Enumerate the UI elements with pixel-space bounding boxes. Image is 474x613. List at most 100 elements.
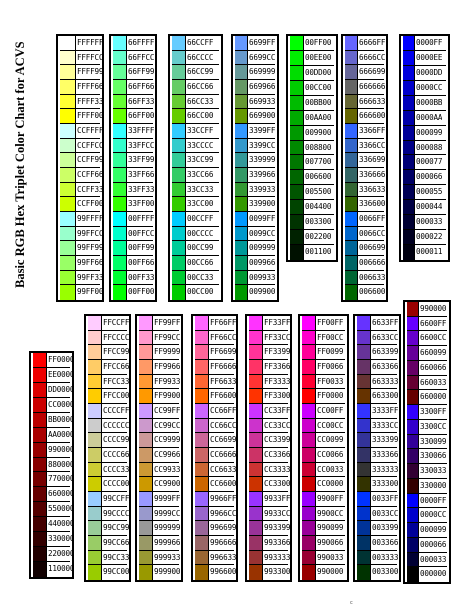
- color-swatch: [195, 565, 209, 580]
- hex-label: 00CC99: [187, 243, 214, 253]
- hex-label: 0099FF: [249, 214, 276, 223]
- color-cell: 6699CC: [235, 50, 275, 66]
- color-swatch: [249, 521, 263, 535]
- color-cell: 663366: [357, 360, 398, 375]
- color-swatch: [302, 506, 316, 521]
- color-cell: FFFFCC: [60, 50, 104, 66]
- color-cell: 990066: [302, 536, 345, 551]
- color-cell: 999900: [139, 565, 180, 580]
- color-cell: CC99CC: [139, 418, 180, 434]
- color-swatch: [172, 168, 186, 182]
- color-cell: 9999CC: [139, 506, 181, 522]
- color-swatch: [60, 80, 76, 94]
- color-cell: 0000FF: [407, 493, 447, 509]
- color-swatch: [403, 245, 415, 260]
- color-swatch: [249, 316, 263, 330]
- color-cell: 003300: [357, 565, 398, 580]
- hex-label: 660000: [420, 392, 447, 402]
- color-swatch: [249, 360, 263, 374]
- color-cell: 00AA00: [290, 110, 334, 126]
- color-cell: 3366FF: [345, 124, 385, 139]
- color-cell: BB0000: [33, 412, 74, 428]
- hex-label: 660000: [48, 489, 75, 499]
- color-swatch: [195, 316, 209, 330]
- hex-label: FF6633: [210, 376, 237, 386]
- color-swatch: [33, 412, 47, 427]
- hex-label: FF0066: [317, 362, 344, 371]
- color-swatch: [302, 433, 316, 447]
- color-cell: CCCC00: [88, 477, 129, 492]
- color-cell: 00EE00: [290, 50, 334, 66]
- color-swatch: [345, 168, 358, 182]
- color-cell: FFCC33: [88, 374, 129, 390]
- color-cell: 993333: [249, 550, 290, 566]
- color-swatch: [60, 285, 76, 300]
- color-swatch: [249, 389, 263, 403]
- color-cell: CC0000: [302, 477, 345, 492]
- hex-label: 9999CC: [154, 508, 181, 518]
- color-swatch: [113, 50, 127, 65]
- color-swatch: [345, 153, 358, 167]
- color-cell: 999966: [139, 536, 180, 551]
- color-swatch: [195, 550, 209, 565]
- color-swatch: [302, 330, 316, 345]
- hex-label: FFFFCC: [77, 52, 104, 62]
- color-cell: 990000: [33, 442, 74, 458]
- color-swatch: [345, 94, 358, 109]
- color-cell: 99FF66: [60, 256, 103, 271]
- color-cell: 660000: [407, 390, 447, 406]
- color-cell: 000033: [403, 215, 446, 231]
- color-cell: 110000: [33, 562, 74, 577]
- hex-label: FFCCCC: [103, 332, 130, 342]
- color-cell: 005500: [290, 185, 334, 201]
- hex-label: 003399: [372, 523, 399, 533]
- color-swatch: [403, 36, 415, 50]
- color-cell: 550000: [33, 502, 74, 518]
- hex-label: FFCC00: [103, 391, 130, 401]
- hex-label: CCFF66: [77, 170, 104, 179]
- color-swatch: [172, 241, 186, 255]
- color-cell: 336699: [345, 153, 385, 168]
- hex-label: 99CC99: [103, 523, 130, 533]
- color-swatch: [249, 536, 263, 550]
- color-cell: 009933: [235, 270, 276, 286]
- color-swatch: [139, 418, 153, 433]
- hex-label: 007700: [305, 157, 332, 167]
- hex-label: 0066CC: [359, 228, 386, 238]
- hex-label: 660033: [420, 377, 447, 387]
- hex-label: 009933: [249, 272, 276, 282]
- color-cell: 66CCFF: [172, 36, 219, 51]
- color-cell: 9933FF: [249, 492, 290, 507]
- hex-label: CCCC99: [103, 435, 130, 445]
- hex-label: CC00FF: [317, 406, 344, 415]
- color-cell: 999933: [139, 550, 180, 566]
- color-cell: FF6600: [195, 389, 236, 404]
- hex-label: CCFF00: [77, 199, 104, 209]
- color-cell: 006600: [345, 285, 385, 300]
- color-swatch: [172, 153, 186, 167]
- color-cell: 663333: [357, 374, 399, 390]
- hex-label: 00FF66: [128, 258, 155, 267]
- color-swatch: [235, 138, 248, 153]
- hex-label: 33FF99: [128, 155, 155, 165]
- color-cell: FF0000: [302, 389, 345, 404]
- color-swatch: [357, 462, 371, 477]
- color-cell: 9966CC: [195, 506, 236, 522]
- hex-label: 3300CC: [420, 421, 447, 431]
- color-swatch: [403, 125, 415, 140]
- color-cell: 000066: [403, 170, 446, 186]
- color-cell: FF0000: [33, 353, 74, 368]
- color-cell: 99FF00: [60, 285, 103, 300]
- color-cell: CC33FF: [249, 404, 290, 419]
- color-swatch: [407, 449, 419, 464]
- color-cell: 666699: [345, 65, 385, 80]
- hex-label: 00FFFF: [128, 214, 155, 223]
- color-cell: 6666FF: [345, 36, 385, 51]
- color-swatch: [235, 226, 248, 241]
- color-cell: FFFFFF: [60, 36, 103, 51]
- hex-label: CC3399: [264, 435, 291, 445]
- color-swatch: [290, 110, 304, 125]
- hex-label: 336666: [359, 170, 386, 179]
- hex-label: 663333: [372, 376, 399, 386]
- hex-label: CC3300: [264, 479, 291, 489]
